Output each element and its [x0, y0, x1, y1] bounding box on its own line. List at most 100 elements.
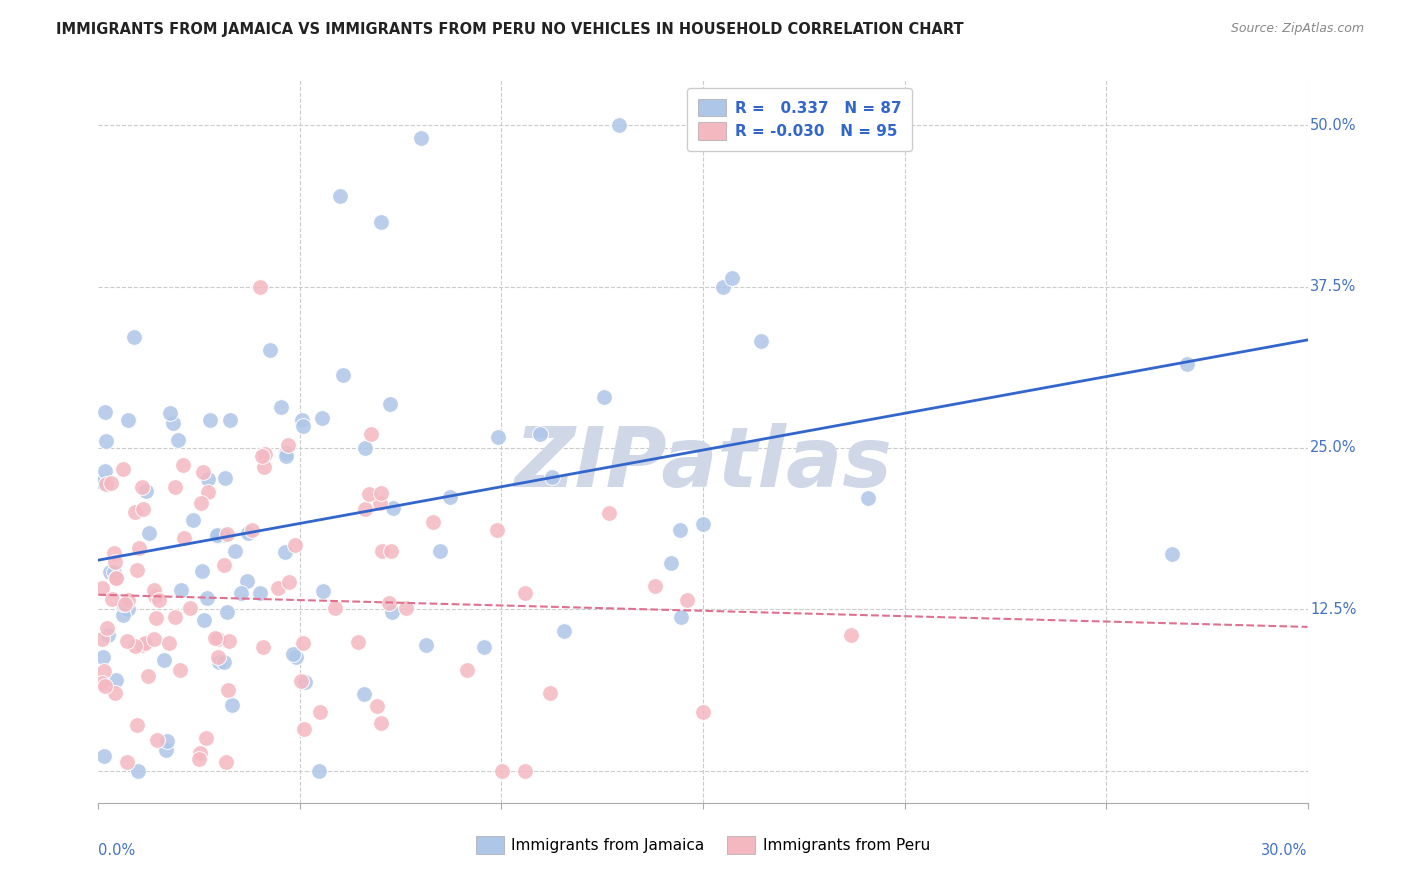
Text: 12.5%: 12.5%: [1310, 602, 1357, 616]
Point: [91, 632, 114, 646]
Point: [103, 555, 125, 569]
Text: IMMIGRANTS FROM JAMAICA VS IMMIGRANTS FROM PERU NO VEHICLES IN HOUSEHOLD CORRELA: IMMIGRANTS FROM JAMAICA VS IMMIGRANTS FR…: [56, 22, 965, 37]
Point: [214, 471, 236, 485]
Point: [190, 496, 212, 510]
Point: [347, 635, 370, 649]
Point: [117, 602, 139, 616]
Point: [329, 189, 352, 203]
Point: [91, 475, 114, 489]
Point: [93, 664, 115, 678]
Point: [167, 433, 190, 447]
Point: [249, 586, 271, 600]
Point: [145, 590, 167, 604]
Point: [94, 464, 117, 478]
Legend: Immigrants from Jamaica, Immigrants from Peru: Immigrants from Jamaica, Immigrants from…: [470, 830, 936, 860]
Point: [96, 621, 118, 635]
Point: [124, 640, 146, 654]
Point: [143, 582, 166, 597]
Point: [284, 538, 307, 552]
Point: [105, 673, 128, 687]
Text: Source: ZipAtlas.com: Source: ZipAtlas.com: [1230, 22, 1364, 36]
Point: [112, 608, 135, 623]
Point: [593, 390, 616, 404]
Point: [134, 636, 156, 650]
Point: [395, 600, 418, 615]
Point: [415, 638, 437, 652]
Point: [204, 631, 226, 645]
Point: [474, 640, 496, 654]
Point: [125, 563, 148, 577]
Point: [173, 531, 195, 545]
Point: [371, 544, 394, 558]
Point: [93, 748, 115, 763]
Point: [353, 687, 375, 701]
Point: [207, 632, 229, 647]
Point: [115, 634, 138, 648]
Point: [529, 426, 551, 441]
Point: [128, 541, 150, 555]
Point: [122, 330, 145, 344]
Point: [721, 271, 744, 285]
Point: [111, 597, 134, 611]
Point: [197, 472, 219, 486]
Point: [357, 486, 380, 500]
Point: [94, 477, 117, 491]
Point: [98, 565, 121, 579]
Point: [125, 718, 148, 732]
Point: [181, 513, 204, 527]
Point: [172, 458, 194, 473]
Point: [711, 279, 734, 293]
Point: [97, 628, 120, 642]
Point: [291, 419, 314, 434]
Point: [456, 663, 478, 677]
Point: [197, 485, 219, 500]
Point: [179, 601, 201, 615]
Point: [157, 636, 180, 650]
Point: [839, 628, 862, 642]
Point: [270, 401, 292, 415]
Point: [153, 653, 176, 667]
Point: [692, 705, 714, 719]
Point: [749, 334, 772, 348]
Point: [188, 746, 211, 760]
Point: [195, 731, 218, 745]
Point: [143, 632, 166, 646]
Point: [191, 465, 214, 479]
Point: [366, 698, 388, 713]
Point: [409, 131, 432, 145]
Point: [114, 597, 136, 611]
Point: [323, 601, 346, 615]
Point: [486, 430, 509, 444]
Text: 0.0%: 0.0%: [98, 843, 135, 857]
Point: [294, 675, 316, 690]
Point: [332, 368, 354, 382]
Point: [353, 441, 375, 455]
Point: [117, 413, 139, 427]
Text: 30.0%: 30.0%: [1261, 843, 1308, 857]
Point: [284, 649, 307, 664]
Point: [607, 119, 630, 133]
Point: [146, 733, 169, 747]
Point: [207, 649, 229, 664]
Point: [105, 571, 128, 585]
Point: [198, 413, 221, 427]
Point: [215, 755, 238, 769]
Point: [541, 469, 564, 483]
Point: [290, 674, 312, 689]
Point: [115, 755, 138, 769]
Point: [671, 609, 693, 624]
Point: [131, 480, 153, 494]
Text: 37.5%: 37.5%: [1310, 279, 1357, 294]
Point: [162, 417, 184, 431]
Point: [208, 656, 231, 670]
Text: 50.0%: 50.0%: [1310, 118, 1357, 133]
Point: [94, 405, 117, 419]
Point: [274, 449, 297, 463]
Point: [169, 582, 191, 597]
Point: [148, 593, 170, 607]
Point: [215, 605, 238, 619]
Point: [291, 413, 314, 427]
Point: [274, 545, 297, 559]
Point: [368, 496, 391, 510]
Point: [429, 544, 451, 558]
